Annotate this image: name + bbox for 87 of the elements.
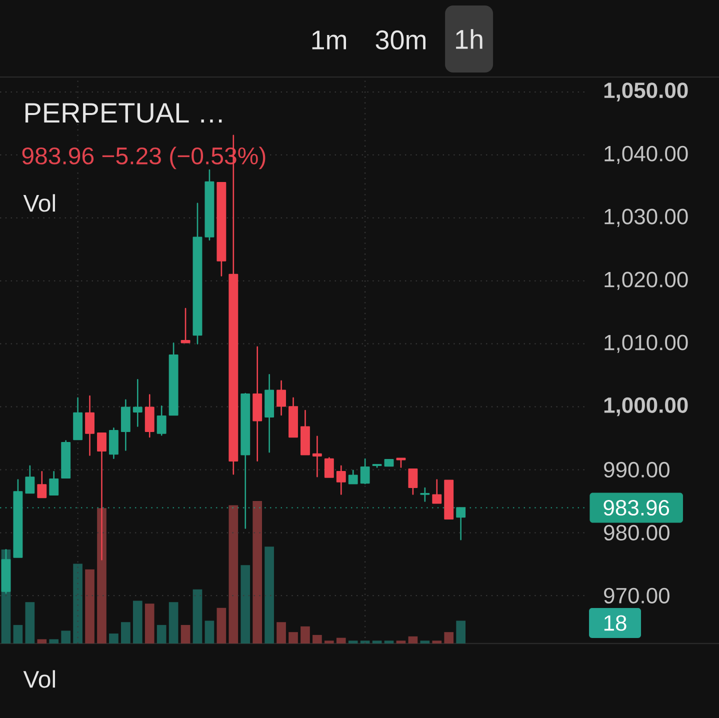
bar <box>13 624 23 644</box>
bar <box>109 634 118 644</box>
candlestick <box>204 169 214 241</box>
bar <box>85 569 94 644</box>
candlestick <box>360 458 370 484</box>
ref-line-label: 983.96 <box>604 500 670 516</box>
bar <box>132 600 142 644</box>
candlestick <box>120 399 130 451</box>
candlestick <box>156 405 166 436</box>
bar <box>240 565 250 644</box>
bar <box>97 508 106 644</box>
candlestick <box>252 346 262 462</box>
bar <box>276 622 286 644</box>
bar <box>252 500 262 644</box>
y-tick-label: 990.00 <box>604 462 670 478</box>
bar <box>73 564 82 644</box>
candlestick <box>25 465 35 494</box>
bar <box>324 640 334 644</box>
bar <box>37 639 47 644</box>
text: PERPETUAL … <box>25 103 222 123</box>
bar <box>216 608 226 644</box>
candlestick <box>49 470 59 496</box>
bar <box>49 639 59 644</box>
bar <box>432 640 442 644</box>
candlestick <box>396 458 406 468</box>
text: 1h <box>456 29 482 49</box>
bar <box>144 604 154 644</box>
text: 30m <box>376 30 426 50</box>
candlestick <box>132 379 142 427</box>
candlestick <box>372 464 382 468</box>
bar <box>444 632 454 644</box>
y-tick-label: 1,000.00 <box>604 397 688 416</box>
candlestick <box>216 182 226 276</box>
candlestick <box>300 410 310 456</box>
bar <box>360 640 370 644</box>
bar <box>228 505 238 644</box>
candlestick <box>192 202 202 344</box>
text: Vol <box>23 670 55 688</box>
bar <box>372 640 382 644</box>
annotation: Vol <box>23 194 55 212</box>
bar <box>336 638 346 644</box>
y-tick-label: 1,020.00 <box>604 272 688 290</box>
bar <box>121 622 130 644</box>
candlestick <box>264 374 274 453</box>
candlestick <box>348 470 358 484</box>
y-tick-label: 1,050.00 <box>604 82 688 102</box>
candlestick <box>108 428 118 460</box>
text: 18 <box>604 615 626 631</box>
candlestick <box>288 397 298 438</box>
y-tick-label: 1,030.00 <box>604 208 688 227</box>
bar <box>348 640 358 644</box>
y-tick-label: 1,010.00 <box>604 334 688 353</box>
candlestick <box>168 342 178 416</box>
bar <box>408 636 418 644</box>
candlestick <box>324 457 334 478</box>
y-tick-label: 1,040.00 <box>604 146 688 164</box>
candlestick <box>276 380 286 416</box>
bar <box>61 630 71 644</box>
text: 1m <box>312 30 346 50</box>
bar <box>156 624 166 644</box>
bar <box>264 546 274 644</box>
bar <box>204 620 214 644</box>
candlestick <box>73 397 83 440</box>
candlestick <box>37 470 47 498</box>
candlestick <box>444 480 454 520</box>
bar <box>192 589 202 644</box>
bar <box>288 632 298 644</box>
bar <box>456 620 466 644</box>
y-tick-label: 970.00 <box>604 588 670 604</box>
candlestick <box>312 436 322 478</box>
bar <box>300 626 310 644</box>
bar <box>312 634 322 644</box>
candlestick <box>61 440 71 479</box>
bar <box>168 602 178 644</box>
candlestick <box>144 394 154 438</box>
bar <box>396 640 406 644</box>
bar <box>420 640 430 644</box>
candlestick <box>420 487 430 502</box>
candlestick <box>432 479 442 504</box>
bar <box>384 640 394 644</box>
candlestick <box>336 465 346 495</box>
y-tick-label: 980.00 <box>604 524 670 540</box>
candlestick <box>85 395 94 456</box>
bar <box>180 624 190 644</box>
candlestick <box>384 459 394 467</box>
bar <box>25 602 35 644</box>
candlestick <box>408 468 418 495</box>
